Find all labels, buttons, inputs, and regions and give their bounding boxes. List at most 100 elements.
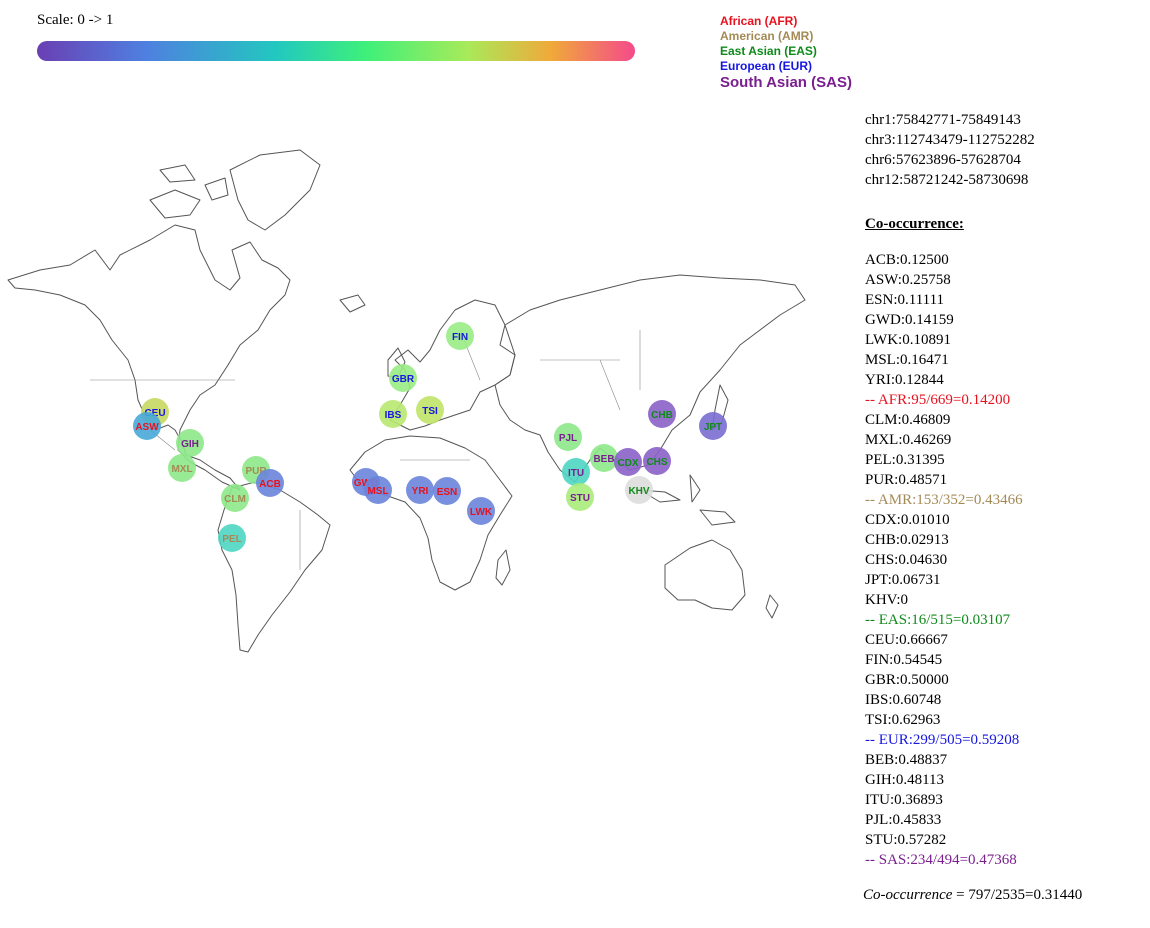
marker-circle (625, 476, 653, 504)
new-zealand-outline (765, 594, 779, 619)
marker-label: ESN (437, 487, 458, 498)
marker-circle (562, 458, 590, 486)
iceland-outline (339, 294, 366, 313)
population-item: CEU:0.66667 (865, 632, 948, 648)
legend-item-afr: African (AFR) (720, 14, 798, 28)
marker-label: KHV (628, 486, 649, 497)
population-marker-cdx[interactable]: CDX (614, 448, 642, 476)
total-value: = 797/2535=0.31440 (952, 887, 1083, 903)
marker-circle (133, 412, 161, 440)
marker-label: BEB (593, 454, 614, 465)
population-item: PEL:0.31395 (865, 452, 945, 468)
marker-circle (699, 412, 727, 440)
legend-item-amr: American (AMR) (720, 29, 814, 43)
se-asia-islands-outline (639, 474, 736, 526)
legend-item-eur: European (EUR) (720, 59, 813, 73)
legend-item-eas: East Asian (EAS) (720, 44, 817, 58)
marker-circle (648, 400, 676, 428)
population-marker-pjl[interactable]: PJL (554, 423, 582, 451)
marker-label: CEU (144, 408, 165, 419)
population-marker-fin[interactable]: FIN (446, 322, 474, 350)
marker-label: STU (570, 493, 590, 504)
population-marker-lwk[interactable]: LWK (467, 497, 495, 525)
population-marker-esn[interactable]: ESN (433, 477, 461, 505)
population-marker-chs[interactable]: CHS (643, 447, 671, 475)
population-item: TSI:0.62963 (865, 712, 941, 728)
population-item: FIN:0.54545 (865, 652, 943, 668)
population-item: LWK:0.10891 (865, 332, 951, 348)
population-item: CHB:0.02913 (865, 532, 949, 548)
madagascar-outline (495, 549, 511, 586)
marker-label: MXL (171, 464, 192, 475)
population-item: GWD:0.14159 (865, 312, 954, 328)
population-markers: CEUASWGIHMXLPURACBCLMPELGBRFINIBSTSIGWDM… (133, 322, 727, 552)
marker-label: GIH (181, 439, 199, 450)
population-marker-pel[interactable]: PEL (218, 524, 246, 552)
region-item: chr6:57623896-57628704 (865, 152, 1021, 168)
population-marker-gbr[interactable]: GBR (389, 364, 417, 392)
superpopulation-summary: -- EAS:16/515=0.03107 (865, 612, 1011, 628)
asia-outline (494, 274, 806, 483)
country-borders (90, 329, 641, 570)
population-list: ACB:0.12500 ASW:0.25758 ESN:0.11111 GWD:0.1… (865, 250, 1035, 870)
marker-circle (176, 429, 204, 457)
marker-label: LWK (470, 507, 493, 518)
population-marker-acb[interactable]: ACB (256, 469, 284, 497)
marker-circle (590, 444, 618, 472)
population-item: GBR:0.50000 (865, 672, 949, 688)
superpopulation-summary: -- SAS:234/494=0.47368 (865, 852, 1017, 868)
marker-circle (554, 423, 582, 451)
population-marker-asw[interactable]: ASW (133, 412, 161, 440)
info-panel: chr1:75842771-75849143 chr3:112743479-112… (865, 110, 1035, 870)
marker-label: ASW (135, 422, 159, 433)
population-marker-itu[interactable]: ITU (562, 458, 590, 486)
marker-circle (389, 364, 417, 392)
population-marker-msl[interactable]: MSL (364, 476, 392, 504)
population-marker-yri[interactable]: YRI (406, 476, 434, 504)
population-item: CLM:0.46809 (865, 412, 951, 428)
population-marker-mxl[interactable]: MXL (168, 454, 196, 482)
population-item: PJL:0.45833 (865, 812, 942, 828)
population-marker-tsi[interactable]: TSI (416, 396, 444, 424)
region-item: chr12:58721242-58730698 (865, 172, 1029, 188)
population-marker-gih[interactable]: GIH (176, 429, 204, 457)
population-item: MSL:0.16471 (865, 352, 949, 368)
total-label: Co-occurrence (863, 887, 953, 903)
legend-item-sas: South Asian (SAS) (720, 74, 852, 91)
marker-label: TSI (422, 406, 438, 417)
superpopulation-summary: -- AMR:153/352=0.43466 (865, 492, 1023, 508)
marker-circle (406, 476, 434, 504)
population-item: CDX:0.01010 (865, 512, 950, 528)
population-item: CHS:0.04630 (865, 552, 948, 568)
south-america-outline (217, 481, 331, 653)
arctic-islands-outline (149, 164, 229, 219)
population-marker-clm[interactable]: CLM (221, 484, 249, 512)
population-marker-jpt[interactable]: JPT (699, 412, 727, 440)
europe-outline (389, 299, 516, 431)
population-item: ASW:0.25758 (865, 272, 951, 288)
world-map: CEUASWGIHMXLPURACBCLMPELGBRFINIBSTSIGWDM… (7, 149, 806, 653)
legend: African (AFR) American (AMR) East Asian … (720, 14, 852, 91)
population-marker-khv[interactable]: KHV (625, 476, 653, 504)
region-item: chr1:75842771-75849143 (865, 112, 1021, 128)
marker-circle (168, 454, 196, 482)
population-item: BEB:0.48837 (865, 752, 948, 768)
marker-circle (256, 469, 284, 497)
marker-label: CHS (646, 457, 667, 468)
marker-circle (614, 448, 642, 476)
population-item: MXL:0.46269 (865, 432, 952, 448)
population-item: JPT:0.06731 (865, 572, 941, 588)
color-scale-bar (37, 41, 635, 61)
marker-circle (433, 477, 461, 505)
population-marker-ibs[interactable]: IBS (379, 400, 407, 428)
population-marker-chb[interactable]: CHB (648, 400, 676, 428)
marker-circle (416, 396, 444, 424)
population-marker-beb[interactable]: BEB (590, 444, 618, 472)
superpopulation-summary: -- AFR:95/669=0.14200 (865, 392, 1011, 408)
population-marker-stu[interactable]: STU (566, 483, 594, 511)
marker-label: IBS (385, 410, 402, 421)
marker-circle (221, 484, 249, 512)
continent-outlines (7, 149, 806, 653)
total-cooccurrence: Co-occurrence = 797/2535=0.31440 (863, 887, 1082, 904)
marker-label: ITU (568, 468, 584, 479)
